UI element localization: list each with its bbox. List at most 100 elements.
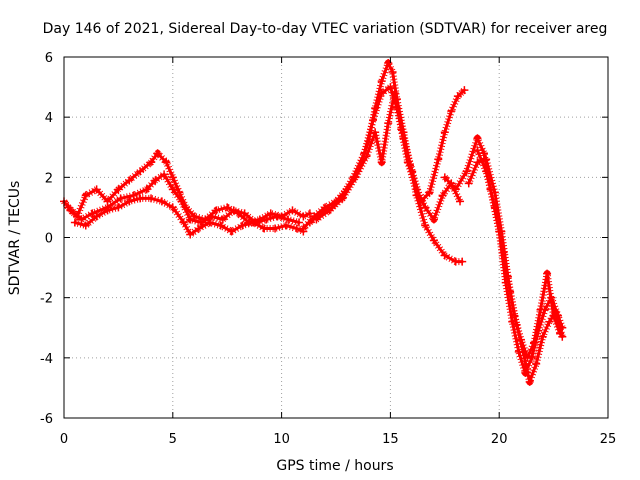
data-point bbox=[368, 116, 377, 125]
data-point bbox=[451, 185, 460, 194]
data-point bbox=[386, 83, 395, 92]
series-track-c bbox=[70, 194, 308, 239]
data-point bbox=[147, 194, 156, 203]
data-point bbox=[179, 218, 188, 227]
data-point bbox=[558, 332, 567, 341]
data-point bbox=[456, 197, 465, 206]
data-point bbox=[240, 209, 249, 218]
data-point bbox=[421, 203, 430, 212]
x-tick-label: 5 bbox=[169, 432, 177, 447]
data-point bbox=[229, 206, 238, 215]
data-point bbox=[412, 185, 421, 194]
data-point bbox=[551, 308, 560, 317]
x-tick-label: 15 bbox=[382, 432, 399, 447]
data-point bbox=[325, 206, 334, 215]
data-point bbox=[512, 320, 521, 329]
data-point bbox=[114, 185, 123, 194]
data-point bbox=[153, 149, 162, 158]
series-markers-track-g bbox=[442, 134, 566, 377]
y-tick-label: -6 bbox=[40, 412, 53, 427]
data-point bbox=[281, 221, 290, 230]
x-tick-label: 10 bbox=[273, 432, 290, 447]
data-point bbox=[223, 203, 232, 212]
data-point bbox=[151, 176, 160, 185]
data-point bbox=[482, 155, 491, 164]
data-point bbox=[545, 317, 554, 326]
data-point bbox=[532, 359, 541, 368]
data-point bbox=[519, 347, 528, 356]
data-point bbox=[429, 215, 438, 224]
x-axis-label: GPS time / hours bbox=[276, 458, 393, 474]
x-tick-label: 0 bbox=[60, 432, 68, 447]
data-point bbox=[227, 227, 236, 236]
y-axis-ticks: -6 -4 -2 0 2 4 6 bbox=[40, 51, 608, 427]
data-point bbox=[397, 125, 406, 134]
data-point bbox=[168, 173, 177, 182]
data-point bbox=[377, 158, 386, 167]
data-point bbox=[157, 197, 166, 206]
data-point bbox=[464, 179, 473, 188]
data-point bbox=[458, 257, 467, 266]
data-point bbox=[125, 197, 134, 206]
series-markers-track-h bbox=[465, 155, 564, 362]
data-point bbox=[136, 194, 145, 203]
data-point bbox=[260, 224, 269, 233]
data-point bbox=[168, 185, 177, 194]
data-point bbox=[506, 287, 515, 296]
data-point bbox=[288, 206, 297, 215]
data-point bbox=[116, 194, 125, 203]
data-point bbox=[262, 215, 271, 224]
data-point bbox=[460, 86, 469, 95]
data-point bbox=[271, 224, 280, 233]
data-point bbox=[125, 176, 134, 185]
series-track-g bbox=[440, 134, 567, 377]
data-point bbox=[377, 89, 386, 98]
y-tick-label: -2 bbox=[40, 292, 53, 307]
data-point bbox=[384, 59, 393, 68]
series-track-e bbox=[305, 83, 469, 227]
data-point bbox=[305, 218, 314, 227]
data-point bbox=[168, 203, 177, 212]
data-point bbox=[266, 209, 275, 218]
data-point bbox=[312, 215, 321, 224]
data-point bbox=[299, 224, 308, 233]
series-layer bbox=[60, 59, 567, 386]
series-track-i bbox=[473, 146, 567, 386]
data-point bbox=[186, 215, 195, 224]
data-point bbox=[440, 128, 449, 137]
data-point bbox=[338, 194, 347, 203]
data-point bbox=[384, 119, 393, 128]
data-point bbox=[177, 197, 186, 206]
data-point bbox=[92, 185, 101, 194]
data-point bbox=[490, 203, 499, 212]
data-point bbox=[425, 188, 434, 197]
data-point bbox=[453, 92, 462, 101]
data-point bbox=[160, 170, 169, 179]
data-point bbox=[362, 152, 371, 161]
y-tick-label: -4 bbox=[40, 352, 53, 367]
data-point bbox=[543, 269, 552, 278]
data-point bbox=[438, 191, 447, 200]
data-point bbox=[147, 158, 156, 167]
data-point bbox=[403, 158, 412, 167]
data-point bbox=[186, 230, 195, 239]
data-point bbox=[440, 251, 449, 260]
series-markers-track-f bbox=[314, 89, 464, 223]
data-point bbox=[238, 221, 247, 230]
y-tick-label: 0 bbox=[45, 232, 53, 247]
data-point bbox=[390, 89, 399, 98]
data-point bbox=[499, 248, 508, 257]
data-point bbox=[351, 173, 360, 182]
data-point bbox=[216, 221, 225, 230]
x-tick-label: 20 bbox=[491, 432, 508, 447]
data-point bbox=[525, 377, 534, 386]
data-point bbox=[295, 218, 304, 227]
data-point bbox=[218, 215, 227, 224]
chart-title: Day 146 of 2021, Sidereal Day-to-day VTE… bbox=[43, 21, 608, 37]
x-tick-label: 25 bbox=[600, 432, 617, 447]
data-point bbox=[473, 134, 482, 143]
data-point bbox=[482, 167, 491, 176]
data-point bbox=[103, 206, 112, 215]
data-point bbox=[299, 212, 308, 221]
data-point bbox=[64, 203, 73, 212]
